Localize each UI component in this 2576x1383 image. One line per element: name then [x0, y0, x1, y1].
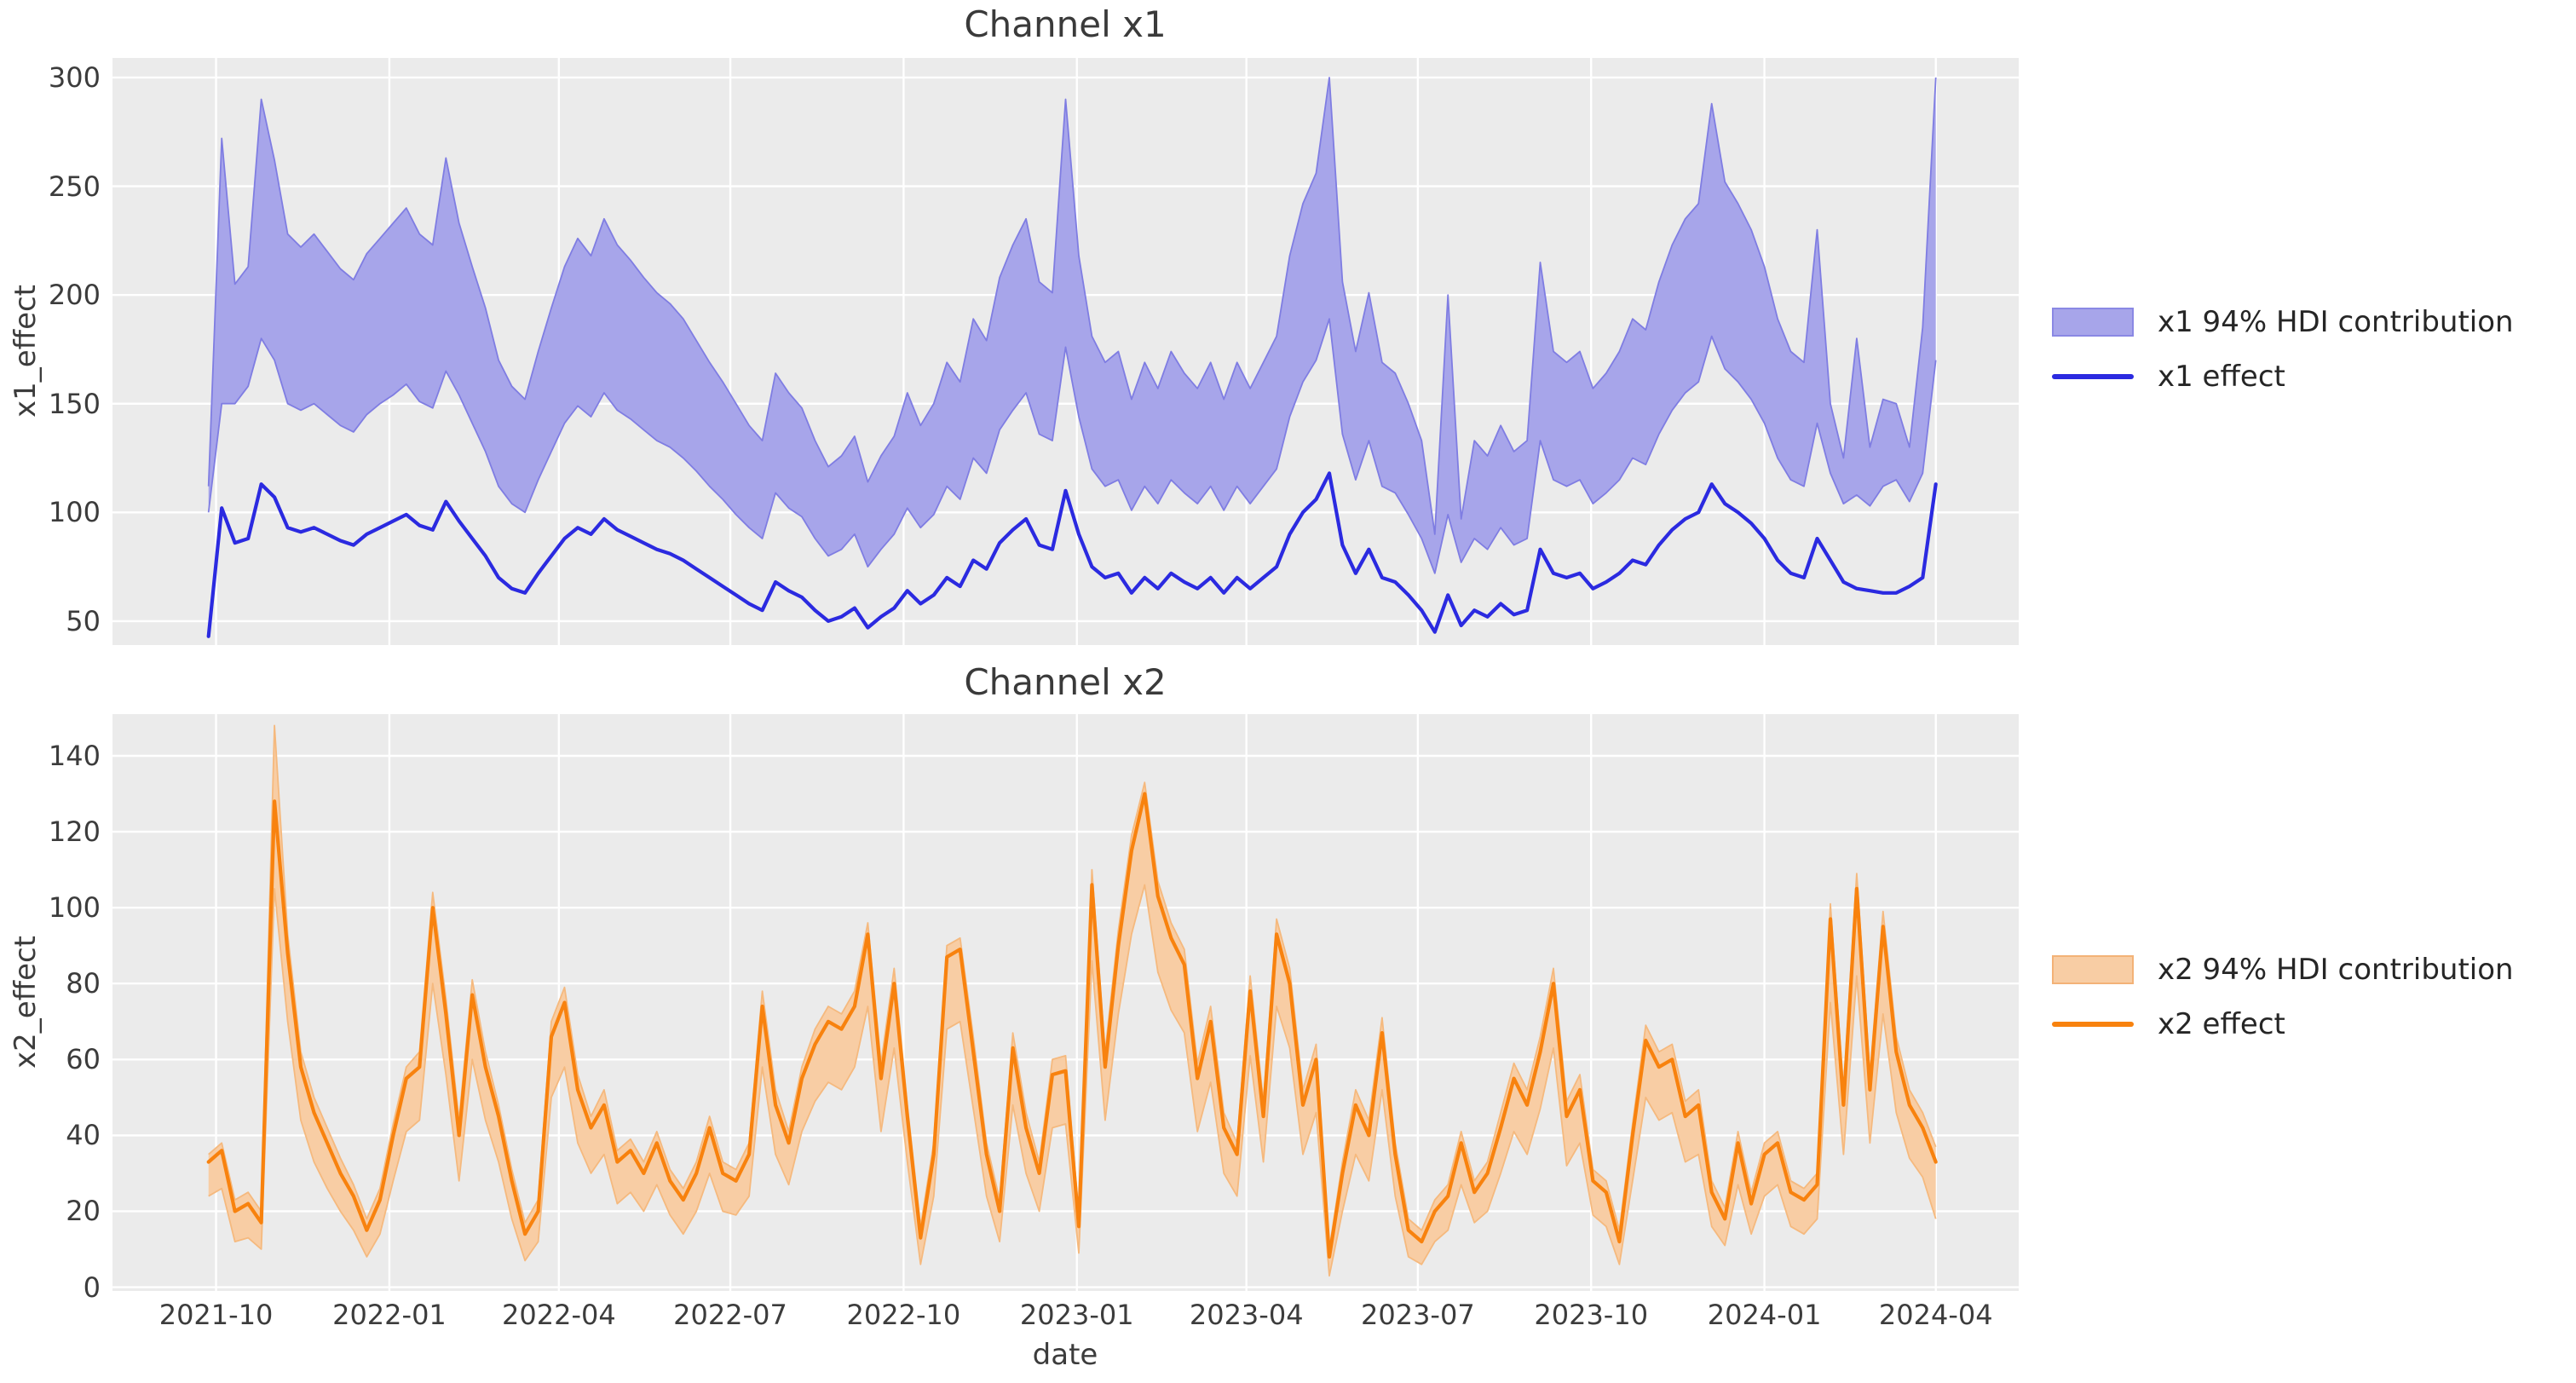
x2-hdi-band — [208, 725, 1936, 1276]
legend-label: x1 effect — [2158, 360, 2285, 394]
x-tick-label: 2023-10 — [1534, 1299, 1649, 1331]
x1-hdi-band-lower-edge — [207, 318, 1937, 574]
legend-x2: x2 94% HDI contribution x2 effect — [2052, 953, 2514, 1041]
x2-line-swatch — [2052, 1022, 2134, 1027]
x-axis-label: date — [1032, 1338, 1098, 1372]
y-tick-label-x2: 60 — [66, 1043, 101, 1076]
y-tick-label-x1: 50 — [66, 604, 101, 637]
x1-hdi-band-upper-edge — [207, 77, 1937, 535]
y-tick-label-x2: 40 — [66, 1119, 101, 1152]
x-tick-label: 2022-01 — [332, 1299, 447, 1331]
legend-label: x1 94% HDI contribution — [2158, 305, 2514, 339]
x-tick-label: 2022-04 — [502, 1299, 616, 1331]
chart2-title: Channel x2 — [964, 661, 1167, 703]
x2-effect-line — [206, 792, 1938, 1259]
y-tick-label-x2: 20 — [66, 1195, 101, 1228]
x1-effect-line — [206, 471, 1938, 638]
legend-entry-x2-hdi: x2 94% HDI contribution — [2052, 953, 2514, 987]
y-tick-label-x1: 300 — [48, 61, 101, 94]
legend-label: x2 effect — [2158, 1007, 2285, 1041]
y-tick-label-x2: 0 — [83, 1271, 101, 1304]
x-tick-label: 2023-04 — [1189, 1299, 1304, 1331]
y-tick-label-x1: 200 — [48, 279, 101, 312]
y-tick-label-x2: 80 — [66, 967, 101, 1000]
y-tick-label-x2: 140 — [48, 739, 101, 772]
x-tick-label: 2023-01 — [1019, 1299, 1134, 1331]
y-tick-label-x2: 100 — [48, 891, 101, 925]
y-tick-label-x1: 100 — [48, 496, 101, 529]
legend-x1: x1 94% HDI contribution x1 effect — [2052, 305, 2514, 394]
y-tick-label-x1: 250 — [48, 170, 101, 203]
x-tick-label: 2024-04 — [1878, 1299, 1993, 1331]
legend-entry-x1-effect: x1 effect — [2052, 360, 2514, 394]
x-tick-label: 2021-10 — [158, 1299, 274, 1331]
legend-entry-x2-effect: x2 effect — [2052, 1007, 2514, 1041]
x1-line-swatch — [2052, 374, 2134, 379]
x2-hdi-band-lower-edge — [208, 884, 1937, 1277]
x1-hdi-band — [208, 78, 1936, 573]
legend-label: x2 94% HDI contribution — [2158, 953, 2514, 987]
y-tick-label-x2: 120 — [48, 815, 101, 849]
y-tick-label-x1: 150 — [48, 387, 101, 420]
x1-hdi-swatch — [2052, 308, 2134, 337]
legend-entry-x1-hdi: x1 94% HDI contribution — [2052, 305, 2514, 339]
x-tick-label: 2024-01 — [1707, 1299, 1822, 1331]
chart1-title: Channel x1 — [964, 3, 1167, 45]
x2-hdi-swatch — [2052, 955, 2134, 984]
x-tick-label: 2022-07 — [673, 1299, 787, 1331]
x-tick-label: 2022-10 — [846, 1299, 961, 1331]
x-tick-label: 2023-07 — [1360, 1299, 1475, 1331]
